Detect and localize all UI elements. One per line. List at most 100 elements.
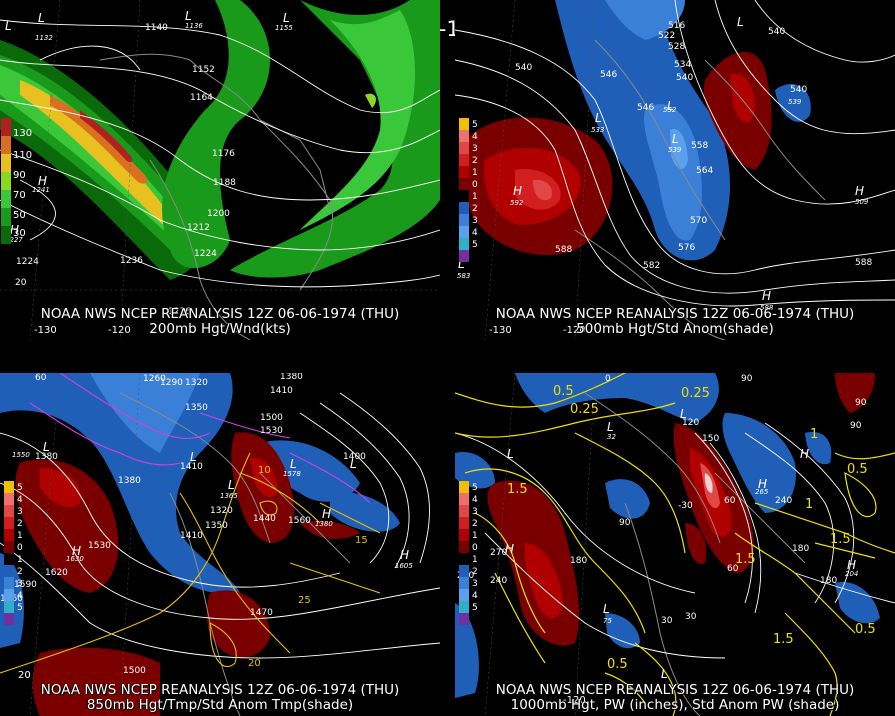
panel-1000mb-map: 0.5 0.25 0.25 0 90 120 150 60 30 90 180 … bbox=[455, 373, 895, 716]
map-label: 180 bbox=[792, 544, 809, 554]
map-label: 509 bbox=[855, 198, 869, 206]
legend-label: 1 bbox=[472, 192, 478, 202]
panel-200mb: 1140 1136 1155 1152 1164 1176 1188 1200 … bbox=[0, 0, 440, 340]
map-label: 1.5 bbox=[507, 482, 528, 497]
legend-label: 110 bbox=[13, 150, 33, 161]
low-center: L bbox=[350, 457, 357, 471]
map-label: 528 bbox=[668, 42, 685, 52]
high-center: H bbox=[513, 184, 522, 198]
axis-tick: -130 bbox=[34, 325, 57, 336]
map-label: 1350 bbox=[185, 403, 208, 413]
map-label: 1380 bbox=[280, 373, 303, 382]
axis-tick: -120 bbox=[563, 325, 586, 336]
legend-label: 5 bbox=[17, 483, 23, 493]
map-label: 588 bbox=[855, 258, 872, 268]
axis-tick: 20 bbox=[18, 670, 31, 681]
map-label: 1410 bbox=[180, 531, 203, 541]
low-center: L bbox=[507, 447, 514, 461]
pos-anomaly-sw bbox=[32, 647, 160, 716]
map-label: 539 bbox=[668, 146, 682, 154]
map-label: 204 bbox=[845, 570, 858, 578]
map-label: 1500 bbox=[123, 666, 146, 676]
legend-label: 3 bbox=[17, 507, 23, 517]
low-center: L bbox=[185, 9, 192, 23]
low-center: L bbox=[607, 420, 614, 434]
map-label: 583 bbox=[457, 272, 470, 280]
legend-label: 5 bbox=[472, 603, 478, 613]
wind-east-inner bbox=[300, 10, 415, 230]
high-center: H bbox=[10, 223, 19, 237]
map-label: 90 bbox=[741, 374, 753, 384]
map-label: 546 bbox=[637, 103, 654, 113]
map-label: 1236 bbox=[120, 256, 143, 266]
axis-tick: -120 bbox=[108, 325, 131, 336]
pos-anomaly-west4 bbox=[533, 179, 553, 201]
legend-label: 4 bbox=[472, 591, 478, 601]
map-label: 534 bbox=[674, 60, 691, 70]
legend-label: 50 bbox=[13, 210, 26, 221]
map-label: 60 bbox=[724, 496, 736, 506]
neg-anomaly-2 bbox=[643, 104, 702, 241]
map-label: 150 bbox=[702, 434, 719, 444]
panel-caption-field: 500mb Hgt/Std Anom(shade) bbox=[576, 321, 774, 337]
map-label: 15 bbox=[355, 535, 368, 546]
high-center: H bbox=[762, 289, 771, 303]
map-label: 75 bbox=[603, 617, 612, 625]
map-label: 546 bbox=[600, 70, 617, 80]
map-label: 1440 bbox=[253, 514, 276, 524]
map-label: 522 bbox=[658, 31, 675, 41]
legend-label: 5 bbox=[472, 483, 478, 493]
map-label: 558 bbox=[691, 141, 708, 151]
legend-label: 5 bbox=[472, 120, 478, 130]
map-label: 1140 bbox=[145, 23, 168, 33]
map-label: 539 bbox=[788, 98, 802, 106]
map-label: 0.25 bbox=[570, 402, 599, 417]
low-center: L bbox=[290, 457, 297, 471]
legend-label: 3 bbox=[472, 579, 478, 589]
high-center: H bbox=[855, 184, 864, 198]
map-label: 588 bbox=[760, 304, 774, 312]
neg-anomaly-n2 bbox=[90, 373, 200, 453]
map-label: 25 bbox=[298, 595, 311, 606]
map-label: 1605 bbox=[395, 562, 413, 570]
map-label: 1132 bbox=[35, 34, 53, 42]
map-label: 540 bbox=[676, 73, 693, 83]
neg-anomaly-n bbox=[515, 373, 719, 423]
map-label: 60 bbox=[35, 373, 47, 383]
map-label: 1560 bbox=[288, 516, 311, 526]
map-label: 1530 bbox=[88, 541, 111, 551]
legend-label: 2 bbox=[472, 156, 478, 166]
jet-wind-130 bbox=[50, 95, 148, 184]
map-label: 1400 bbox=[343, 452, 366, 462]
legend-label: 30 bbox=[13, 228, 26, 239]
neg-anomaly-ne bbox=[722, 413, 796, 513]
map-label: 30 bbox=[685, 612, 697, 622]
map-label: 1320 bbox=[185, 378, 208, 388]
wind-east-yellow bbox=[365, 93, 376, 108]
high-center: H bbox=[758, 477, 767, 491]
map-label: 1.5 bbox=[735, 552, 756, 567]
map-label: 0.5 bbox=[553, 384, 574, 399]
map-label: 1470 bbox=[250, 608, 273, 618]
legend-label: 1 bbox=[472, 555, 478, 565]
map-label: 1530 bbox=[260, 426, 283, 436]
wind-east-band bbox=[162, 0, 270, 269]
legend-label: 3 bbox=[472, 507, 478, 517]
map-label: 588 bbox=[555, 245, 572, 255]
map-label: 1500 bbox=[260, 413, 283, 423]
map-label: 552 bbox=[663, 106, 677, 114]
lat-lon-grid bbox=[29, 373, 141, 716]
pos-anomaly-s bbox=[685, 523, 707, 564]
pos-anomaly-w2 bbox=[524, 543, 563, 618]
map-label: 30 bbox=[661, 616, 673, 626]
map-label: 180 bbox=[820, 576, 837, 586]
low-center: L bbox=[595, 111, 602, 125]
legend-label: 4 bbox=[472, 132, 478, 142]
map-label: 1365 bbox=[220, 492, 238, 500]
height-contours bbox=[0, 392, 440, 659]
map-label: 1 bbox=[805, 497, 813, 512]
map-label: 1241 bbox=[32, 186, 50, 194]
legend-label: 0 bbox=[17, 543, 23, 553]
map-label: 1.5 bbox=[830, 532, 851, 547]
map-label: 582 bbox=[643, 261, 660, 271]
